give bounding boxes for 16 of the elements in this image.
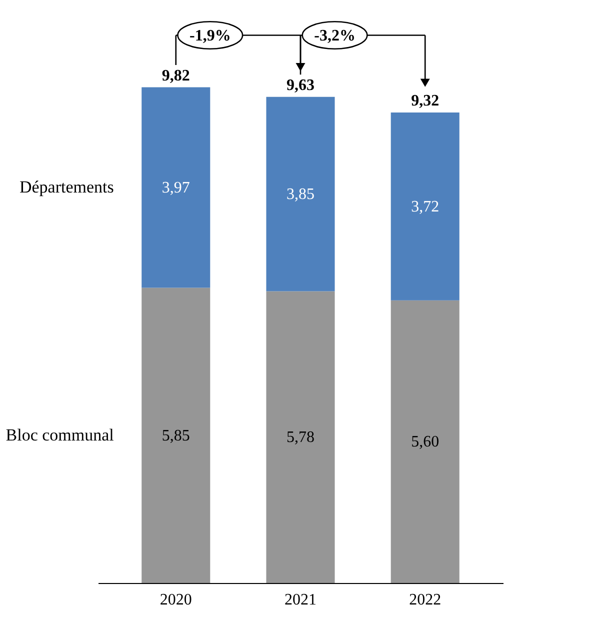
- total-label: 9,63: [286, 76, 314, 94]
- data-label: 3,72: [411, 198, 440, 216]
- data-label: 3,97: [162, 180, 190, 197]
- total-label: 9,32: [411, 92, 440, 110]
- text: -3,2%: [314, 27, 356, 44]
- x-tick-label: 2021: [284, 592, 316, 608]
- series-label: Bloc communal: [6, 425, 114, 444]
- data-label: 5,78: [286, 429, 314, 446]
- data-label: 5,60: [411, 434, 440, 451]
- data-label: 3,85: [286, 186, 314, 204]
- data-label: 5,85: [162, 427, 190, 444]
- x-tick-label: 2020: [160, 592, 192, 608]
- total-label: 9,82: [162, 67, 190, 84]
- x-tick-label: 2022: [409, 592, 442, 608]
- series-label: Départements: [19, 178, 114, 197]
- text: -1,9%: [189, 27, 231, 44]
